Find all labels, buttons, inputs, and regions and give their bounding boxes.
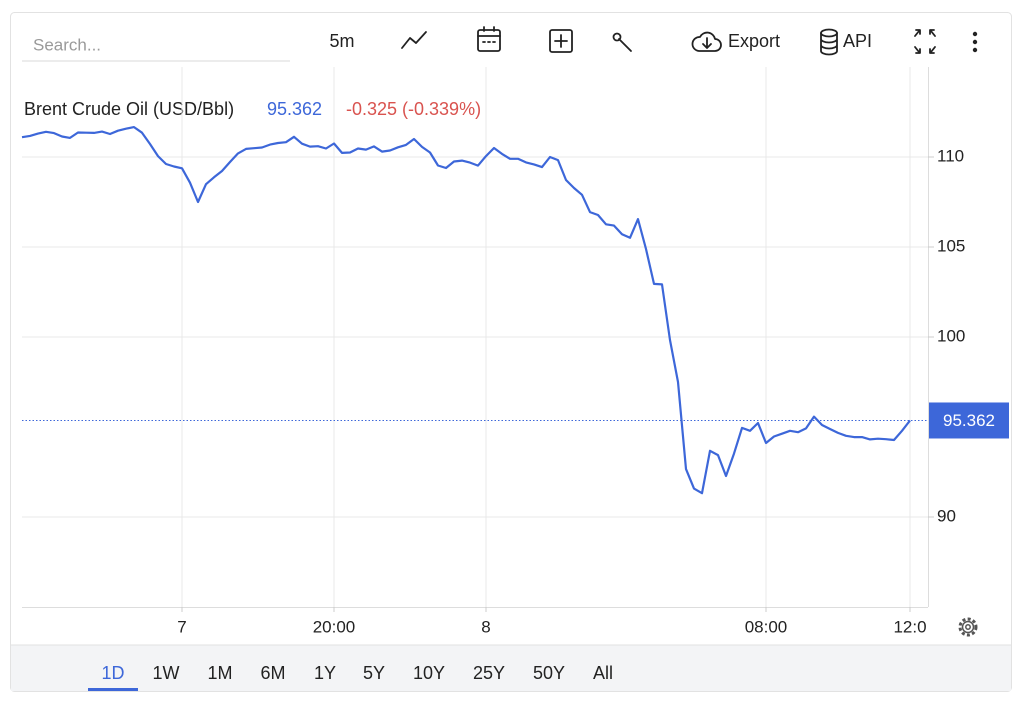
range-button[interactable]: All	[593, 663, 613, 683]
more-menu[interactable]	[972, 31, 978, 53]
add-indicator-icon[interactable]	[549, 29, 573, 53]
range-button-label: 50Y	[533, 663, 565, 683]
range-button-label: 1D	[101, 663, 124, 683]
calendar-icon[interactable]	[477, 26, 501, 52]
range-button-label: 25Y	[473, 663, 505, 683]
last-price-tag	[929, 402, 1009, 439]
tools-icon[interactable]	[612, 32, 632, 52]
range-button-label: 1Y	[314, 663, 336, 683]
fullscreen-icon[interactable]	[914, 29, 936, 54]
range-selected-underline	[88, 688, 138, 691]
range-button[interactable]: 1D	[88, 663, 138, 691]
last-price-tag-label: 95.362	[943, 411, 995, 430]
y-tick-label: 100	[937, 326, 965, 345]
range-button-label: 6M	[260, 663, 285, 683]
price-change: -0.325 (-0.339%)	[346, 99, 481, 119]
export-button[interactable]: Export	[691, 31, 780, 52]
range-button[interactable]: 10Y	[413, 663, 445, 683]
x-tick-label: 20:00	[313, 617, 356, 636]
range-button-label: 1M	[207, 663, 232, 683]
range-button[interactable]: 1M	[207, 663, 232, 683]
search-placeholder: Search...	[33, 35, 101, 54]
range-button-label: 5Y	[363, 663, 385, 683]
range-button[interactable]: 1Y	[314, 663, 336, 683]
settings-icon[interactable]	[958, 617, 978, 637]
interval-button[interactable]: 5m	[329, 31, 354, 51]
chart-type-icon[interactable]	[401, 31, 427, 49]
y-tick-label: 90	[937, 506, 956, 525]
instrument-title: Brent Crude Oil (USD/Bbl)	[24, 99, 234, 119]
y-tick-label: 110	[937, 146, 964, 165]
y-tick-label: 105	[937, 236, 965, 255]
api-button[interactable]: API	[820, 28, 872, 56]
range-button[interactable]: 6M	[260, 663, 285, 683]
x-tick-label: 12:0	[893, 617, 926, 636]
price-line	[21, 126, 911, 495]
range-button[interactable]: 5Y	[363, 663, 385, 683]
range-button[interactable]: 50Y	[533, 663, 565, 683]
range-button-label: 10Y	[413, 663, 445, 683]
range-button-label: 1W	[153, 663, 180, 683]
range-button[interactable]: 25Y	[473, 663, 505, 683]
last-price: 95.362	[267, 99, 322, 119]
x-tick-label: 8	[481, 617, 490, 636]
range-button-label: All	[593, 663, 613, 683]
export-label: Export	[728, 31, 780, 51]
x-tick-label: 08:00	[745, 617, 788, 636]
card	[10, 12, 1012, 692]
range-button[interactable]: 1W	[153, 663, 180, 683]
x-tick-label: 7	[177, 617, 186, 636]
api-label: API	[843, 31, 872, 51]
range-bar	[11, 645, 1011, 691]
search-box[interactable]: Search...	[22, 35, 290, 62]
